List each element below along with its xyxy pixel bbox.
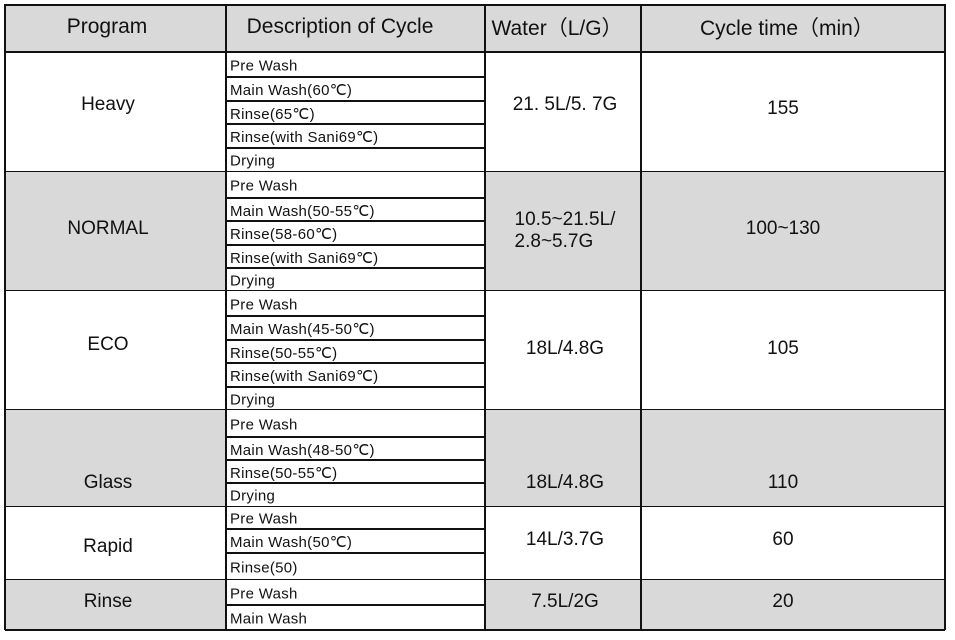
step-bg xyxy=(226,291,485,410)
water: 18L/4.8G xyxy=(525,338,605,359)
water: 18L/4.8G xyxy=(525,472,605,493)
step-divider xyxy=(226,315,485,317)
program-name: NORMAL xyxy=(67,218,149,239)
header-cell: Cycle time（min） xyxy=(700,17,874,40)
step-label: Rinse(with Sani69℃) xyxy=(230,129,379,146)
program-name: Glass xyxy=(83,472,133,493)
header-cell: Description of Cycle xyxy=(246,15,434,38)
step-bg xyxy=(226,507,485,580)
step-divider xyxy=(226,197,485,199)
step-label: Rinse(50-55℃) xyxy=(230,344,338,362)
step-label: Pre Wash xyxy=(230,296,298,313)
step-label: Rinse(58-60℃) xyxy=(230,226,338,243)
cycle-time: 110 xyxy=(767,472,799,493)
step-divider xyxy=(226,436,485,438)
water: 10.5~21.5L/ 2.8~5.7G xyxy=(514,209,616,252)
step-label: Main Wash(50-55℃) xyxy=(230,202,375,220)
step-label: Main Wash(60℃) xyxy=(230,82,353,99)
step-divider xyxy=(226,552,485,554)
step-divider xyxy=(226,76,485,78)
step-label: Rinse(50) xyxy=(230,559,298,576)
step-label: Drying xyxy=(230,152,276,170)
step-label: Main Wash(45-50℃) xyxy=(230,321,375,338)
step-divider xyxy=(226,147,485,149)
water: 21. 5L/5. 7G xyxy=(512,94,618,115)
column-divider xyxy=(225,4,227,630)
step-label: Pre Wash xyxy=(230,57,298,74)
header-cell: Program xyxy=(66,15,148,38)
cycle-time: 105 xyxy=(767,338,799,359)
cycle-time: 60 xyxy=(772,529,794,550)
step-label: Drying xyxy=(230,487,276,505)
program-name: Heavy xyxy=(81,94,135,115)
step-label: Main Wash(48-50℃) xyxy=(230,441,375,459)
step-label: Rinse(with Sani69℃) xyxy=(230,368,379,385)
row-divider xyxy=(5,51,945,53)
row-divider xyxy=(5,629,945,631)
step-label: Pre Wash xyxy=(230,416,298,433)
step-divider xyxy=(226,123,485,125)
step-label: Pre Wash xyxy=(230,177,298,195)
water: 7.5L/2G xyxy=(531,591,599,612)
cycle-time: 20 xyxy=(772,591,794,612)
step-divider xyxy=(226,267,485,269)
step-label: Rinse(50-55℃) xyxy=(230,464,338,482)
column-divider xyxy=(4,4,6,630)
step-label: Rinse(65℃) xyxy=(230,105,315,123)
step-bg xyxy=(226,52,485,172)
step-divider xyxy=(226,100,485,102)
step-divider xyxy=(226,528,485,530)
step-divider xyxy=(226,339,485,341)
row-divider xyxy=(5,4,945,6)
step-label: Pre Wash xyxy=(230,585,298,602)
step-divider xyxy=(226,362,485,364)
program-name: Rapid xyxy=(83,536,133,557)
step-divider xyxy=(226,604,485,606)
step-label: Drying xyxy=(230,391,276,408)
water: 14L/3.7G xyxy=(525,529,605,550)
step-divider xyxy=(226,459,485,461)
step-label: Pre Wash xyxy=(230,510,298,528)
program-name: Rinse xyxy=(83,591,133,612)
column-divider xyxy=(484,4,486,630)
step-label: Main Wash xyxy=(230,610,308,627)
step-label: Main Wash(50℃) xyxy=(230,534,353,551)
step-divider xyxy=(226,482,485,484)
step-bg xyxy=(226,410,485,507)
step-label: Drying xyxy=(230,272,276,289)
header-bg xyxy=(5,5,945,52)
column-divider xyxy=(944,4,946,630)
step-label: Rinse(with Sani69℃) xyxy=(230,249,379,267)
program-name: ECO xyxy=(87,334,129,355)
cycle-time: 155 xyxy=(767,98,799,119)
step-bg xyxy=(226,172,485,291)
step-divider xyxy=(226,244,485,246)
column-divider xyxy=(640,4,642,630)
cycle-time: 100~130 xyxy=(745,218,821,239)
step-divider xyxy=(226,220,485,222)
step-divider xyxy=(226,386,485,388)
header-cell: Water（L/G） xyxy=(491,17,623,40)
